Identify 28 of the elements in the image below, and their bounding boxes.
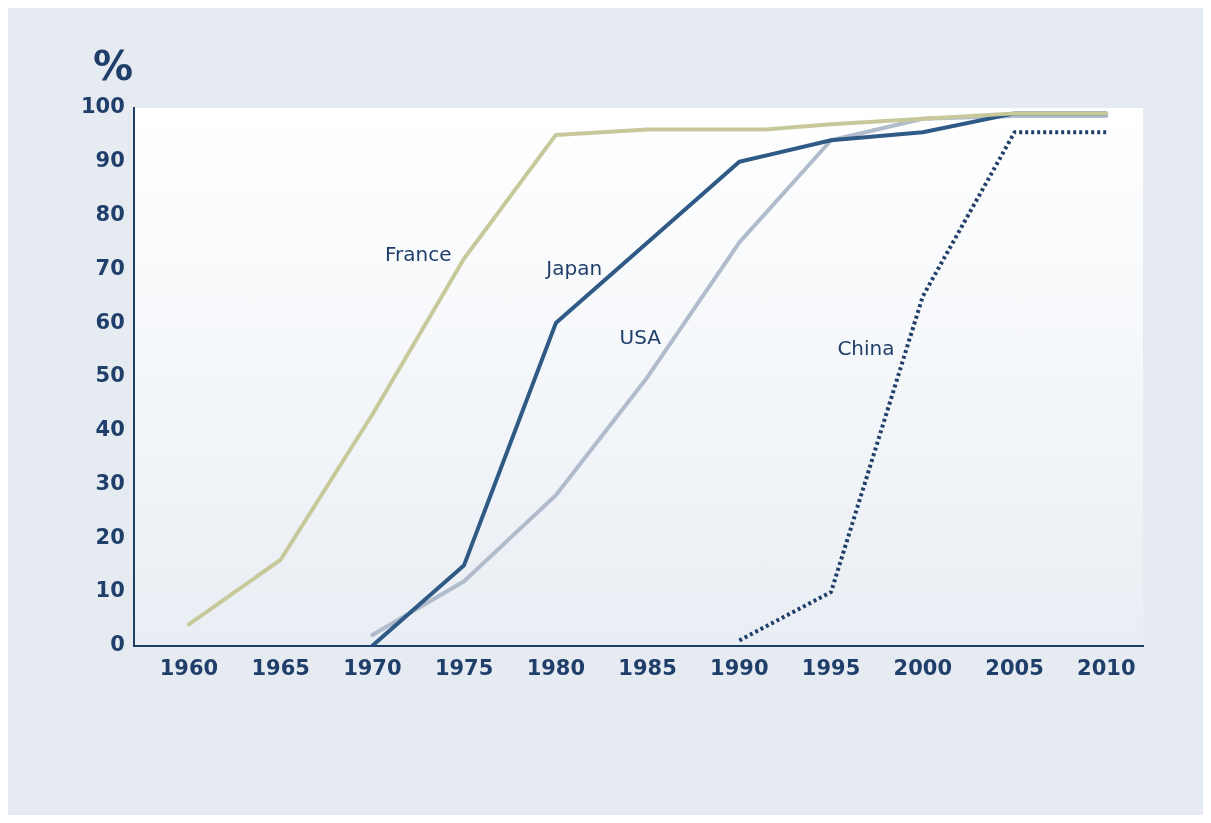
y-tick-label: 20 — [95, 524, 125, 549]
line-series — [737, 130, 1109, 643]
x-tick-label: 2005 — [985, 655, 1044, 680]
x-tick-label: 1990 — [710, 655, 769, 680]
y-tick-label: 0 — [110, 632, 125, 657]
y-tick-label: 60 — [95, 309, 125, 334]
series-label: China — [837, 336, 895, 361]
x-tick-label: 2000 — [893, 655, 953, 680]
x-tick-label: 1995 — [801, 655, 861, 680]
y-tick-label: 10 — [95, 578, 125, 603]
x-tick-label: 2010 — [1077, 655, 1136, 680]
x-tick-label: 1970 — [343, 655, 402, 680]
y-tick-label: 30 — [95, 470, 125, 495]
y-tick-label: 80 — [95, 202, 125, 227]
x-tick-label: 1975 — [434, 655, 494, 680]
x-tick-label: 1960 — [159, 655, 219, 680]
y-tick-label: 100 — [80, 94, 125, 119]
x-tick-label: 1985 — [618, 655, 677, 680]
series-label: Japan — [544, 255, 603, 280]
y-tick-label: 90 — [95, 148, 125, 173]
y-axis-title: % — [93, 43, 134, 90]
y-tick-label: 70 — [95, 255, 125, 280]
x-tick-label: 1980 — [526, 655, 586, 680]
series-label: France — [384, 242, 452, 267]
series-label: USA — [619, 325, 662, 350]
x-tick-label: 1965 — [251, 655, 310, 680]
y-tick-label: 40 — [95, 417, 125, 442]
y-tick-label: 50 — [95, 363, 125, 388]
